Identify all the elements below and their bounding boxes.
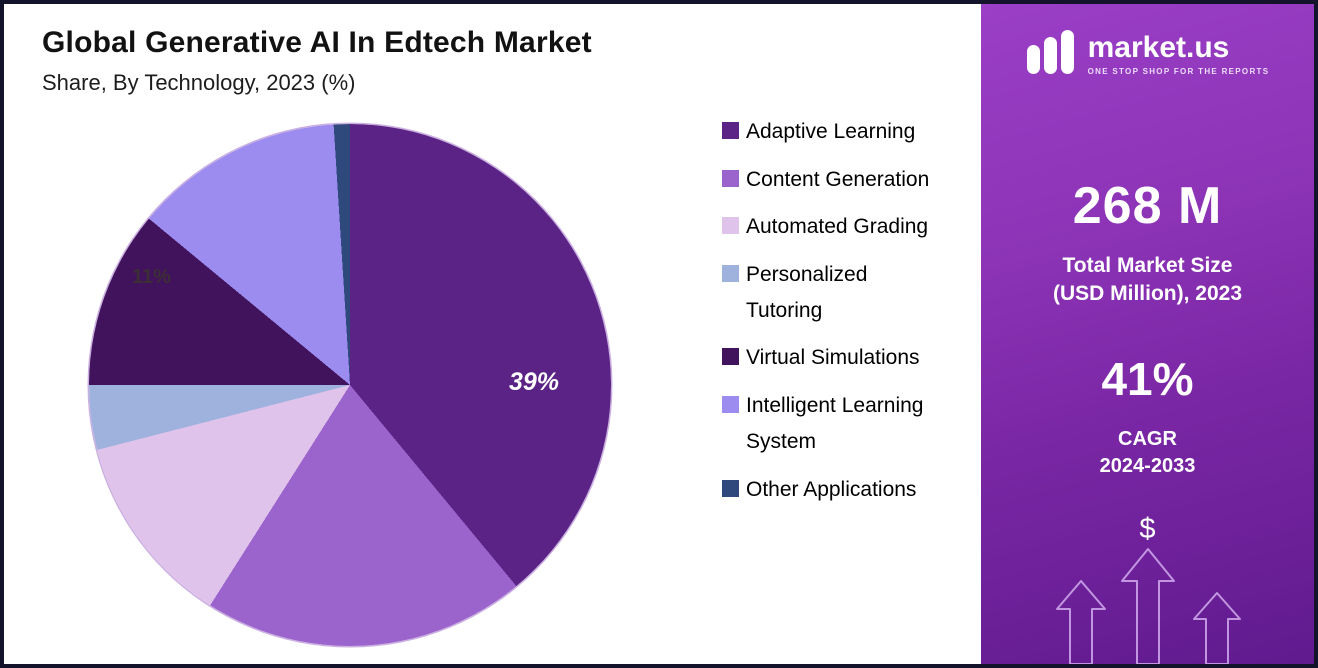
cagr-value: 41%: [1101, 353, 1194, 405]
marketus-logo-icon: [1026, 30, 1078, 79]
market-size-label: Total Market Size (USD Million), 2023: [981, 252, 1314, 309]
legend-label: Automated Grading: [746, 215, 929, 239]
legend-swatch: [722, 479, 739, 497]
legend-item: Content Generation: [722, 162, 946, 198]
logo: market.us ONE STOP SHOP FOR THE REPORTS: [981, 30, 1314, 79]
brand-panel: market.us ONE STOP SHOP FOR THE REPORTS …: [981, 4, 1314, 664]
legend-swatch: [722, 217, 739, 235]
chart-panel: Global Generative AI In Edtech Market Sh…: [4, 4, 981, 664]
page-title: Global Generative AI In Edtech Market: [42, 26, 592, 59]
brand-name: market.us: [1087, 31, 1230, 64]
growth-arrows-icon: [1056, 548, 1241, 664]
legend-item: Virtual Simulations: [722, 340, 946, 376]
pie-chart: [89, 124, 611, 646]
legend-item: Intelligent Learning System: [722, 388, 946, 459]
legend-swatch: [722, 265, 739, 283]
market-size-label-line1: Total Market Size: [1062, 254, 1233, 277]
legend-item: Automated Grading: [722, 209, 946, 245]
legend-item: Other Applications: [722, 472, 946, 508]
legend-swatch: [722, 348, 739, 366]
legend-swatch: [722, 169, 739, 187]
legend-label: Other Applications: [746, 477, 917, 501]
dollar-icon: $: [1139, 513, 1156, 545]
market-size-label-line2: (USD Million), 2023: [1052, 282, 1243, 306]
legend-item: Adaptive Learning: [722, 114, 946, 150]
legend-item: Personalized Tutoring: [722, 257, 946, 328]
legend-label: Content Generation: [746, 167, 930, 191]
cagr-label: CAGR 2024-2033: [981, 426, 1314, 480]
title-block: Global Generative AI In Edtech Market Sh…: [42, 26, 592, 96]
legend-label: Adaptive Learning: [746, 120, 916, 143]
cagr-label-line1: CAGR: [1118, 428, 1177, 450]
legend: Adaptive Learning Content Generation Autom…: [722, 114, 946, 507]
legend-label: Intelligent Learning System: [746, 394, 924, 453]
legend-label: Virtual Simulations: [746, 346, 920, 370]
logo-text: market.us ONE STOP SHOP FOR THE REPORTS: [1087, 31, 1270, 77]
growth-graphic: $: [981, 513, 1314, 664]
market-size-value: 268 M: [1072, 177, 1223, 235]
legend-swatch: [722, 122, 739, 139]
page-subtitle: Share, By Technology, 2023 (%): [42, 70, 356, 95]
legend-swatch: [722, 396, 739, 414]
legend-label: Personalized Tutoring: [746, 263, 868, 322]
cagr-label-line2: 2024-2033: [1099, 455, 1196, 477]
brand-tagline: ONE STOP SHOP FOR THE REPORTS: [1087, 67, 1270, 76]
